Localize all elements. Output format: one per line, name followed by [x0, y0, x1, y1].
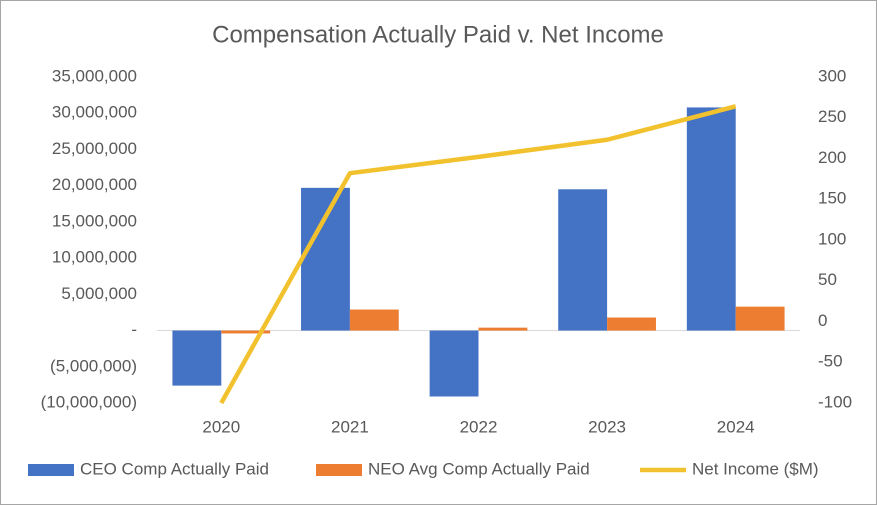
y-tick-label: (10,000,000)	[41, 392, 137, 411]
bar	[172, 330, 222, 386]
legend-swatch	[28, 464, 74, 476]
legend-label: Net Income ($M)	[692, 459, 819, 478]
y2-tick-label: -50	[818, 352, 843, 371]
x-tick-label: 2023	[588, 417, 626, 436]
bar	[349, 309, 399, 331]
y2-tick-label: 0	[818, 311, 827, 330]
legend-swatch	[316, 464, 362, 476]
bar	[686, 107, 736, 331]
bar	[478, 327, 528, 331]
y-tick-label: 30,000,000	[52, 103, 137, 122]
bar	[735, 306, 785, 331]
y2-tick-label: 100	[818, 229, 846, 248]
y-tick-label: -	[131, 320, 137, 339]
x-tick-label: 2022	[460, 417, 498, 436]
line	[219, 104, 737, 405]
legend-label: NEO Avg Comp Actually Paid	[368, 459, 590, 478]
x-tick-label: 2020	[202, 417, 240, 436]
y2-tick-label: 150	[818, 189, 846, 208]
y-tick-label: 35,000,000	[52, 66, 137, 85]
y-tick-label: 15,000,000	[52, 211, 137, 230]
y-tick-label: 20,000,000	[52, 175, 137, 194]
y2-tick-label: 50	[818, 270, 837, 289]
bar	[607, 317, 656, 331]
y2-tick-label: 200	[818, 148, 846, 167]
bar	[301, 187, 350, 331]
y-tick-label: 25,000,000	[52, 139, 137, 158]
chart-title: Compensation Actually Paid v. Net Income	[212, 21, 664, 48]
y-tick-label: (5,000,000)	[50, 356, 137, 375]
x-tick-label: 2021	[331, 417, 369, 436]
x-tick-label: 2024	[717, 417, 755, 436]
y2-tick-label: 250	[818, 107, 846, 126]
legend-label: CEO Comp Actually Paid	[80, 459, 269, 478]
y2-tick-label: -100	[818, 392, 852, 411]
y-tick-label: 10,000,000	[52, 248, 137, 267]
bar	[558, 189, 608, 331]
bar	[221, 330, 271, 334]
y2-tick-label: 300	[818, 66, 846, 85]
bar	[429, 330, 479, 397]
y-tick-label: 5,000,000	[61, 284, 137, 303]
